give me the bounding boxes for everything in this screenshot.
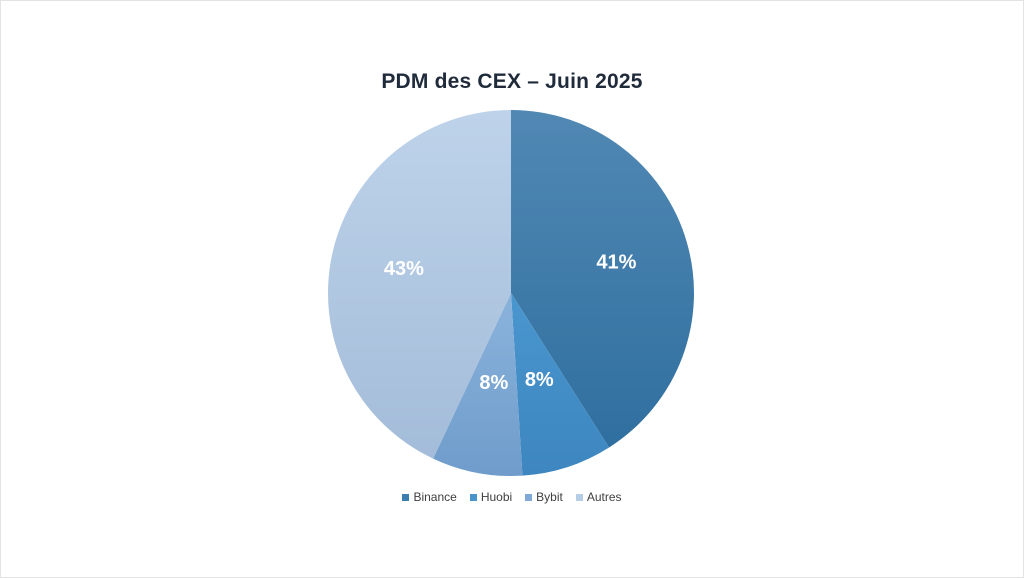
pie-slice-autres — [328, 109, 511, 459]
chart-legend: Binance Huobi Bybit Autres — [0, 490, 1024, 504]
pie-slice-huobi — [511, 293, 610, 476]
legend-item-autres: Autres — [575, 490, 622, 504]
legend-swatch-bybit — [525, 493, 533, 501]
chart-title: PDM des CEX – Juin 2025 — [381, 70, 643, 93]
legend-item-huobi: Huobi — [469, 490, 513, 504]
data-label-autres: 43% — [384, 258, 424, 280]
legend-label-bybit: Bybit — [536, 490, 563, 504]
pie-slice-binance — [511, 110, 694, 448]
legend-swatch-huobi — [469, 493, 477, 501]
legend-swatch-binance — [402, 493, 410, 501]
legend-item-binance: Binance — [402, 490, 457, 504]
legend-swatch-autres — [575, 493, 583, 501]
legend-item-bybit: Bybit — [525, 490, 563, 504]
legend-label-autres: Autres — [586, 490, 622, 504]
data-label-huobi: 8% — [525, 369, 554, 391]
pie-slice-bybit — [433, 293, 523, 476]
legend-label-huobi: Huobi — [480, 490, 513, 504]
data-label-binance: 41% — [596, 251, 636, 273]
data-label-bybit: 8% — [479, 372, 508, 394]
legend-label-binance: Binance — [413, 490, 457, 504]
